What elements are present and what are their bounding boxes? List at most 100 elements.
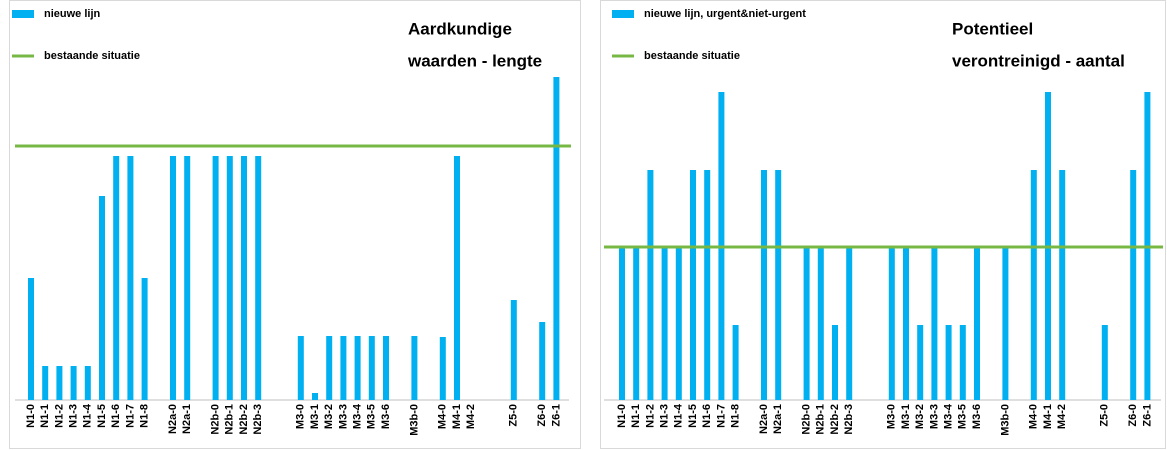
bar	[297, 336, 304, 400]
x-tick-label: N1-6	[701, 404, 713, 428]
bar	[539, 322, 546, 400]
x-tick-label: M3-0	[886, 404, 898, 429]
x-tick-label: M4-2	[1056, 404, 1068, 429]
x-tick-label: N1-0	[616, 404, 628, 428]
x-tick-label: N1-4	[673, 403, 685, 428]
x-tick-label: N2a-0	[167, 404, 179, 434]
x-tick-label: Z6-0	[1127, 404, 1139, 427]
x-tick-label: M3b-0	[408, 404, 420, 436]
x-tick-label: M4-2	[465, 404, 477, 429]
bar	[42, 366, 49, 400]
bar	[647, 170, 654, 400]
x-tick-label: M3-5	[957, 404, 969, 429]
bar	[775, 170, 782, 400]
bar	[917, 325, 924, 400]
x-tick-label: N2b-0	[801, 404, 813, 435]
bar	[226, 156, 233, 400]
x-tick-label: N1-6	[110, 404, 122, 428]
x-tick-label: M3-2	[323, 404, 335, 429]
legend-label: nieuwe lijn	[44, 8, 101, 20]
bar	[340, 336, 347, 400]
bar	[510, 300, 517, 400]
x-tick-label: N2b-3	[843, 404, 855, 435]
bar	[974, 247, 980, 400]
bar	[1101, 325, 1108, 400]
bar	[255, 156, 262, 400]
bar	[439, 337, 446, 400]
x-tick-label: N1-8	[730, 404, 742, 428]
x-tick-label: N1-7	[715, 404, 727, 428]
x-tick-label: M3-1	[309, 404, 321, 429]
legend-swatch	[12, 10, 34, 18]
bar	[141, 278, 148, 400]
bar	[1002, 247, 1009, 400]
legend-swatch	[612, 10, 634, 18]
x-tick-label: Z6-1	[1141, 404, 1153, 427]
bar	[553, 77, 560, 400]
bar	[241, 156, 247, 400]
x-tick-label: Z5-0	[508, 404, 520, 427]
bar	[56, 366, 63, 400]
bar	[661, 247, 668, 400]
x-tick-label: M3-5	[366, 404, 378, 429]
bar	[903, 247, 909, 400]
x-tick-label: N1-8	[139, 404, 151, 428]
x-tick-label: N2a-1	[772, 404, 784, 434]
x-tick-label: N1-0	[25, 404, 37, 428]
x-tick-label: N2b-0	[210, 404, 222, 435]
legend-label: nieuwe lijn, urgent&niet-urgent	[644, 8, 806, 20]
x-tick-label: N2b-2	[238, 404, 250, 435]
bar	[383, 336, 389, 400]
bar	[817, 247, 824, 400]
x-tick-label: M3-1	[900, 404, 912, 429]
bar	[931, 247, 938, 400]
bar	[170, 156, 176, 400]
bar	[113, 156, 120, 400]
bar	[761, 170, 767, 400]
bar	[633, 247, 640, 400]
chart-title: Aardkundige	[408, 19, 512, 38]
bar	[326, 336, 333, 400]
bar	[888, 247, 895, 400]
panel-border	[9, 0, 581, 449]
bar	[732, 325, 739, 400]
x-tick-label: N1-3	[659, 404, 671, 428]
bar	[1059, 170, 1066, 400]
bar	[945, 325, 952, 400]
bar	[454, 156, 460, 400]
x-tick-label: M4-0	[1028, 404, 1040, 429]
bar	[368, 336, 375, 400]
bar	[212, 156, 219, 400]
bar	[312, 393, 318, 400]
bar	[99, 196, 105, 400]
x-tick-label: Z5-0	[1099, 404, 1111, 427]
bar	[803, 247, 810, 400]
chart-title: Potentieel	[952, 19, 1033, 38]
panel-border	[600, 0, 1166, 449]
x-tick-label: N2b-1	[224, 404, 236, 435]
bar	[959, 325, 966, 400]
x-tick-label: Z6-0	[536, 404, 548, 427]
x-tick-label: N1-3	[68, 404, 80, 428]
chart-title: verontreinigd - aantal	[952, 51, 1125, 70]
x-tick-label: N1-5	[687, 404, 699, 428]
x-tick-label: N1-2	[644, 404, 656, 428]
x-tick-label: M3b-0	[999, 404, 1011, 436]
bar	[690, 170, 696, 400]
bar	[411, 336, 418, 400]
x-tick-label: N1-4	[82, 403, 94, 428]
bar	[70, 366, 77, 400]
x-tick-label: M3-3	[337, 404, 349, 429]
legend-label: bestaande situatie	[44, 50, 140, 62]
x-tick-label: N2b-2	[829, 404, 841, 435]
bar	[1030, 170, 1037, 400]
x-tick-label: N2b-3	[252, 404, 264, 435]
x-tick-label: M3-6	[380, 404, 392, 429]
bar	[846, 247, 853, 400]
x-tick-label: M3-3	[928, 404, 940, 429]
bar	[619, 247, 625, 400]
x-tick-label: N2a-1	[181, 404, 193, 434]
x-tick-label: N1-5	[96, 404, 108, 428]
x-tick-label: M3-4	[943, 403, 955, 429]
x-tick-label: N1-7	[124, 404, 136, 428]
